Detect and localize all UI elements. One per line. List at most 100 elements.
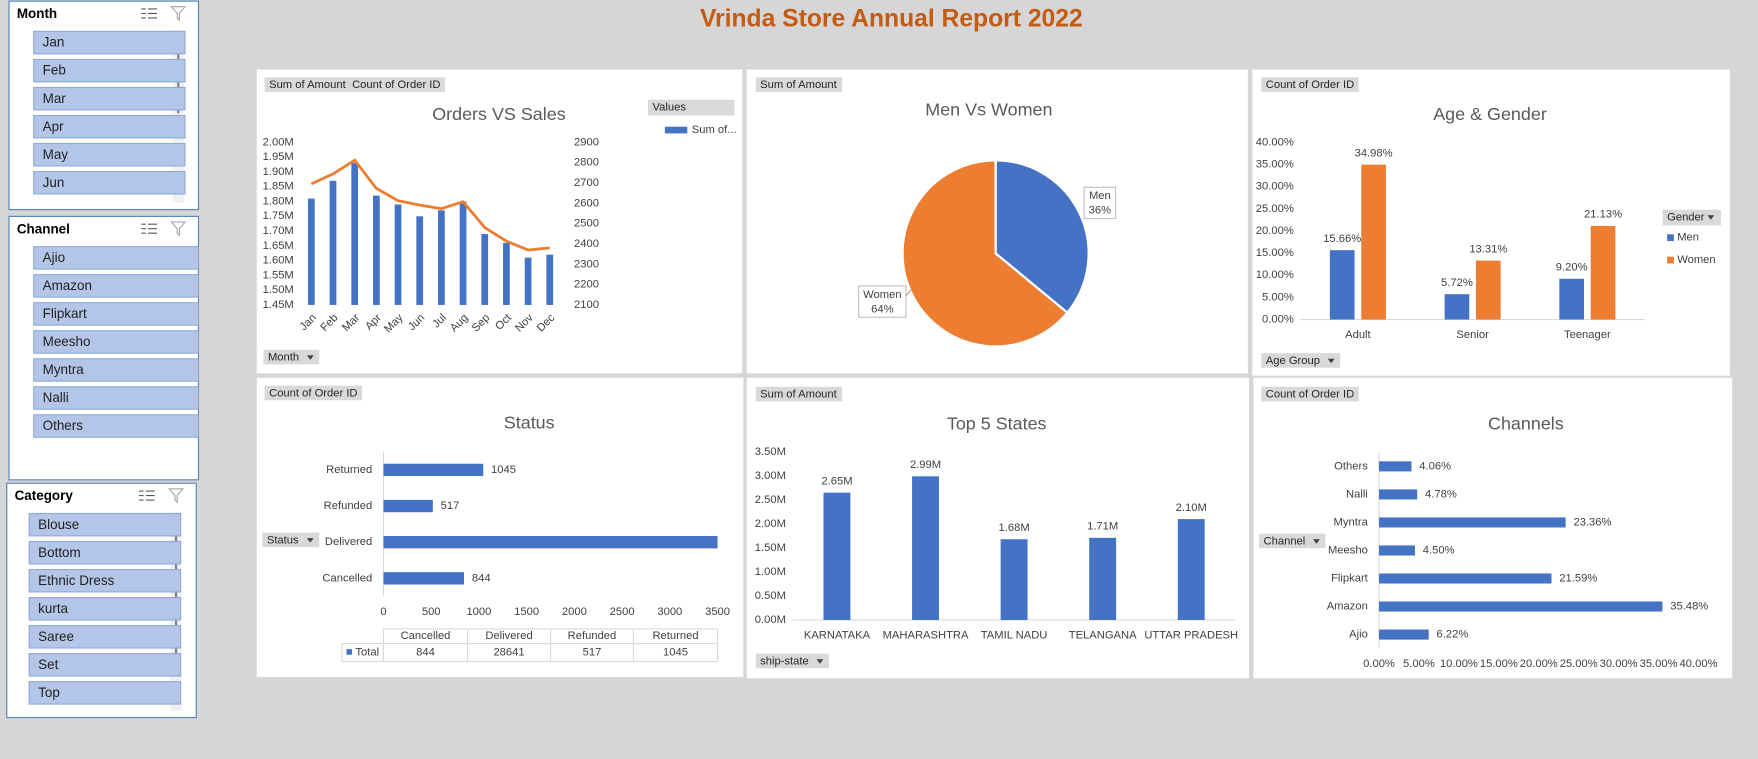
dropdown-arrow (306, 538, 314, 543)
y-tick-label: 2300 (574, 258, 599, 270)
x-tick-label: UTTAR PRADESH (1144, 630, 1238, 642)
multi-select-icon[interactable] (139, 490, 155, 501)
slicer-item[interactable] (33, 30, 186, 55)
field-button[interactable] (1261, 353, 1341, 368)
bar (307, 198, 315, 305)
x-tick-label: KARNATAKA (804, 630, 871, 642)
slicer-item-label[interactable]: Flipkart (43, 306, 87, 321)
y-tick-label: 1.80M (263, 195, 294, 207)
slicer-item[interactable] (33, 358, 208, 382)
field-button-label: Count of Order ID (1266, 79, 1354, 91)
y-tick-label: 2500 (574, 218, 599, 230)
clear-filter-icon[interactable] (168, 488, 184, 504)
bar (459, 201, 467, 305)
legend-title-box (1662, 209, 1721, 226)
slicer-item[interactable] (33, 58, 186, 83)
y-tick-label: 1.50M (755, 542, 786, 554)
bar (1559, 278, 1584, 320)
clear-filter-icon[interactable] (170, 221, 187, 237)
data-label: 21.59% (1559, 572, 1597, 584)
slicer-item[interactable] (33, 142, 186, 167)
slicer-item[interactable] (33, 170, 186, 195)
slicer-item-label[interactable]: Blouse (38, 517, 79, 532)
field-button-label: Sum of Amount (760, 79, 837, 91)
slicer-item[interactable] (28, 596, 182, 621)
slicer-item[interactable] (33, 302, 208, 326)
legend-title-box (648, 99, 735, 116)
slicer-item-label[interactable]: Jan (43, 35, 65, 50)
slicer-item-label[interactable]: Myntra (43, 362, 85, 377)
slicer-item-label[interactable]: Ethnic Dress (38, 573, 114, 588)
slicer-item[interactable] (28, 568, 182, 593)
bar (438, 210, 445, 305)
slicer-item-label[interactable]: Ajio (43, 250, 65, 265)
slicer-item[interactable] (33, 114, 186, 139)
multi-select-icon[interactable] (141, 223, 157, 234)
y-tick-label: Flipkart (1331, 572, 1369, 584)
slicer-item[interactable] (28, 681, 182, 705)
slicer-item-label[interactable]: Mar (43, 91, 67, 106)
chart-title: Top 5 States (947, 414, 1047, 434)
clear-filter-icon[interactable] (170, 6, 187, 22)
slicer-item[interactable] (28, 512, 182, 537)
field-button[interactable] (755, 77, 843, 92)
y-tick-label: 0.00M (755, 614, 786, 626)
y-tick-label: 2700 (574, 177, 599, 189)
slicer-item[interactable] (33, 386, 208, 410)
slicer-item-label[interactable]: Jun (43, 175, 65, 190)
slicer-item[interactable] (33, 86, 186, 111)
multi-select-icon[interactable] (141, 8, 157, 19)
slicer-item-label[interactable]: Set (38, 657, 58, 672)
slicer-item[interactable] (28, 625, 182, 649)
slicer-item[interactable] (33, 414, 208, 438)
y-tick-label: 15.00% (1256, 247, 1294, 259)
y-tick-label: 0.00% (1262, 313, 1294, 325)
slicer-item-label[interactable]: Others (43, 418, 84, 433)
slicer-item-label[interactable]: Amazon (43, 278, 92, 293)
field-button[interactable] (755, 386, 843, 402)
y-tick-label: 2400 (574, 238, 599, 250)
slicer-item-label[interactable]: Feb (43, 63, 66, 78)
data-label-category: Women (863, 289, 901, 301)
slicer-item-label[interactable]: Meesho (43, 334, 91, 349)
chart-title: Men Vs Women (925, 100, 1052, 120)
field-button[interactable] (262, 532, 320, 548)
field-button[interactable] (264, 77, 352, 92)
y-tick-label: 2600 (574, 197, 599, 209)
data-label-value: 64% (871, 303, 893, 315)
y-tick-label: 1.45M (263, 299, 294, 311)
slicer-item-label[interactable]: May (43, 147, 69, 162)
field-button-label: Age Group (1266, 355, 1320, 367)
y-tick-label: Myntra (1334, 516, 1369, 528)
field-button-label: Sum of Amount (760, 389, 837, 401)
x-tick-label: 1000 (466, 606, 491, 618)
field-button-label: Month (268, 352, 299, 364)
slicer-item[interactable] (28, 653, 182, 677)
line (310, 158, 550, 252)
field-button[interactable] (1261, 77, 1359, 92)
slicer-item-label[interactable]: Bottom (38, 545, 81, 560)
slicer-item[interactable] (33, 330, 208, 354)
data-label: 13.31% (1469, 243, 1507, 255)
bar (329, 180, 337, 305)
slicer-item[interactable] (33, 274, 208, 298)
slicer-item-label[interactable]: kurta (38, 601, 68, 616)
legend-swatch (664, 126, 688, 134)
y-tick-label: 40.00% (1256, 136, 1294, 148)
slicer-item-label[interactable]: Saree (38, 629, 74, 644)
field-button[interactable] (1259, 533, 1326, 549)
y-tick-label: 1.90M (263, 166, 294, 178)
bar (383, 463, 484, 477)
slicer-item-label[interactable]: Apr (43, 119, 64, 134)
slicer-item[interactable] (33, 246, 208, 270)
y-tick-label: 1.95M (263, 151, 294, 163)
field-button[interactable] (755, 653, 829, 669)
field-button[interactable] (263, 349, 320, 365)
slicer-item-label[interactable]: Nalli (43, 390, 69, 405)
field-button[interactable] (347, 77, 445, 92)
slicer-item-label[interactable]: Top (38, 685, 60, 700)
field-button[interactable] (1261, 386, 1359, 402)
y-tick-label: Ajio (1349, 629, 1368, 641)
field-button[interactable] (264, 385, 363, 401)
slicer-item[interactable] (28, 540, 182, 565)
